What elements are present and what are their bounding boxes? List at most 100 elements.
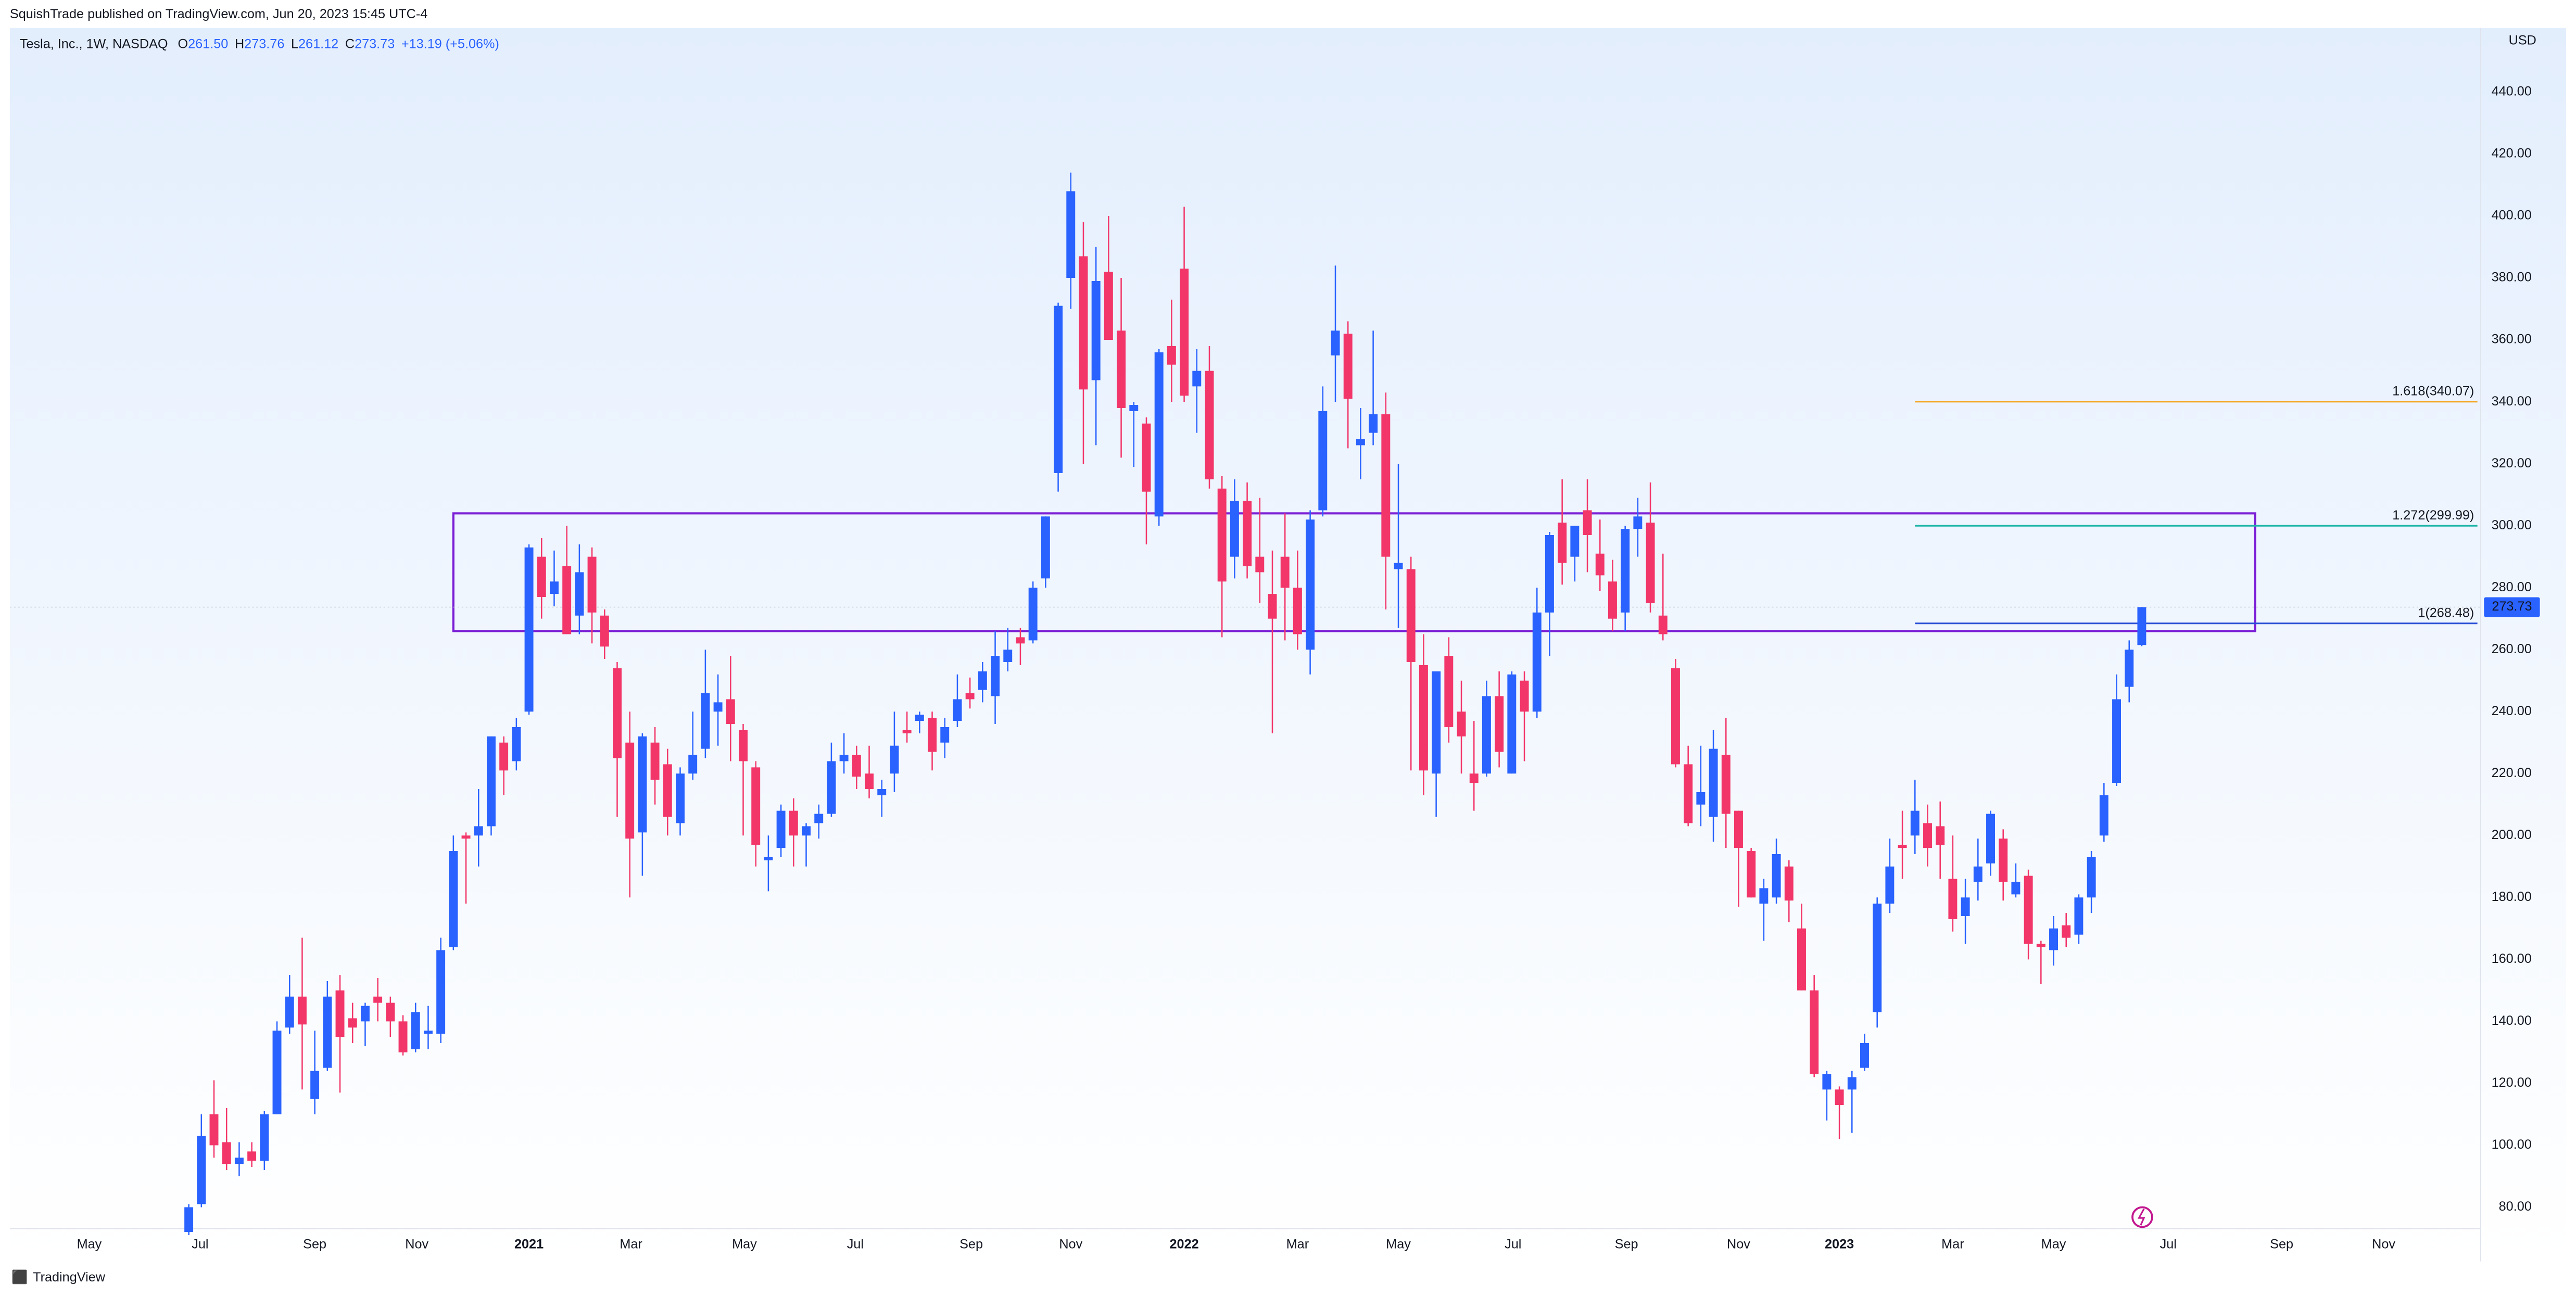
price-change: +13.19 (+5.06%) <box>401 36 499 51</box>
y-tick-label: 340.00 <box>2492 394 2532 409</box>
candle-body <box>688 755 698 774</box>
candle-body <box>1545 535 1554 613</box>
x-tick-label: Jul <box>847 1237 864 1252</box>
candle-body <box>1054 306 1063 473</box>
x-tick-label: Sep <box>959 1237 983 1252</box>
ohlc-key: O <box>178 36 188 51</box>
candle-body <box>1167 346 1176 365</box>
candle-body <box>638 736 647 833</box>
candle-body <box>1747 851 1756 898</box>
candle-body <box>1104 272 1113 340</box>
candle-body <box>209 1114 219 1146</box>
candle-body <box>1230 501 1239 557</box>
candle-body <box>1394 563 1403 569</box>
candle-body <box>348 1018 357 1028</box>
candle-body <box>184 1207 194 1233</box>
candle-body <box>1180 269 1189 396</box>
candle-body <box>1583 510 1592 535</box>
candle-body <box>537 556 546 598</box>
x-tick-label: May <box>77 1237 102 1252</box>
candle-body <box>1873 904 1882 1012</box>
candle-body <box>827 761 836 814</box>
candle-body <box>549 581 559 594</box>
y-tick-label: 160.00 <box>2492 951 2532 966</box>
candle-body <box>474 826 483 836</box>
candle-body <box>789 810 798 836</box>
candle-body <box>1948 879 1958 919</box>
candle-body <box>1923 823 1932 848</box>
candle-body <box>1482 696 1491 774</box>
brand: ⬛ TradingView <box>11 1269 106 1285</box>
candle-body <box>461 835 471 839</box>
y-tick-label: 320.00 <box>2492 456 2532 471</box>
candle-body <box>247 1151 257 1161</box>
candle-body <box>1079 256 1088 390</box>
x-tick-label: Mar <box>620 1237 642 1252</box>
candle-body <box>1343 334 1353 399</box>
candle-body <box>776 810 786 848</box>
candle-body <box>676 773 685 823</box>
candle-body <box>1633 516 1643 529</box>
candle-body <box>1217 488 1227 582</box>
x-tick-label: 2022 <box>1170 1237 1199 1252</box>
candle-body <box>1142 423 1151 492</box>
candle-body <box>373 996 383 1003</box>
brand-logo: ⬛ <box>11 1269 28 1285</box>
chart-background <box>9 28 2567 1262</box>
candle-body <box>1721 755 1731 814</box>
candle-body <box>739 730 748 761</box>
candle-body <box>1318 411 1328 511</box>
candle-body <box>1936 826 1945 845</box>
candle-body <box>915 715 924 721</box>
candle-body <box>1999 838 2008 882</box>
candle-body <box>751 767 761 845</box>
x-tick-label: May <box>2041 1237 2066 1252</box>
candle-body <box>902 730 912 733</box>
candle-body <box>2011 882 2021 895</box>
candle-body <box>814 814 824 823</box>
candle-body <box>978 671 987 690</box>
candle-body <box>1961 897 1970 917</box>
last-price-label: 273.73 <box>2492 599 2532 614</box>
x-tick-label: Nov <box>2372 1237 2395 1252</box>
candle-body <box>1331 331 1340 355</box>
candle-body <box>1028 588 1038 641</box>
y-tick-label: 240.00 <box>2492 704 2532 718</box>
candle-body <box>1091 281 1101 380</box>
candle-body <box>1885 866 1895 904</box>
candle-body <box>1041 516 1050 579</box>
candle-body <box>499 742 509 771</box>
candle-body <box>1406 569 1416 663</box>
candle-body <box>1734 810 1743 848</box>
x-tick-label: Nov <box>1727 1237 1750 1252</box>
y-tick-label: 420.00 <box>2492 146 2532 161</box>
candle-body <box>1419 665 1428 771</box>
candle-body <box>625 742 635 839</box>
candle-body <box>2062 925 2071 938</box>
candle-body <box>1797 928 1806 990</box>
candle-body <box>1835 1089 1844 1106</box>
candle-body <box>2112 699 2122 783</box>
candle-body <box>713 702 723 712</box>
candle-body <box>1432 671 1441 774</box>
ohlc-key: H <box>235 36 244 51</box>
candle-body <box>1066 191 1076 278</box>
candle-body <box>1293 588 1302 634</box>
candle-body <box>1444 656 1454 727</box>
candle-body <box>1280 556 1290 588</box>
candle-body <box>663 764 672 817</box>
candle-body <box>1810 990 1819 1074</box>
candle-body <box>2087 857 2096 898</box>
candle-body <box>613 668 622 758</box>
candle-body <box>1973 866 1982 882</box>
candle-body <box>2036 944 2045 947</box>
currency: USD <box>2509 33 2536 48</box>
icon-circle <box>2131 1206 2153 1228</box>
candle-body <box>802 826 811 836</box>
candle-body <box>928 718 937 752</box>
candle-body <box>1595 553 1605 576</box>
candle-body <box>436 950 446 1034</box>
candle-body <box>877 789 887 795</box>
